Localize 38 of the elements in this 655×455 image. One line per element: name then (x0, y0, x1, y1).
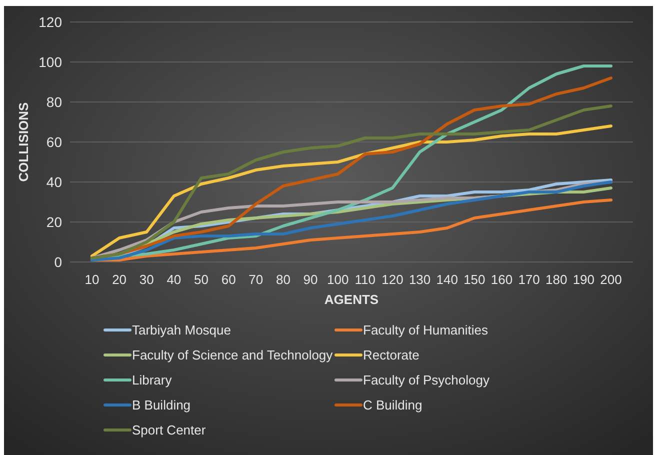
x-tick-label: 180 (546, 272, 568, 287)
x-tick-label: 190 (572, 272, 595, 287)
x-tick-label: 30 (139, 272, 154, 287)
legend-label: Faculty of Humanities (363, 322, 488, 338)
x-tick-label: 160 (490, 272, 513, 287)
x-tick-label: 70 (248, 272, 264, 287)
y-tick-label: 80 (46, 94, 62, 110)
legend-label: C Building (363, 398, 422, 413)
x-tick-label: 140 (436, 272, 458, 287)
legend-label: Faculty of Psychology (363, 372, 490, 388)
legend-label: Rectorate (363, 348, 420, 363)
x-tick-label: 60 (221, 272, 236, 287)
x-axis-title: AGENTS (324, 292, 379, 307)
x-tick-label: 10 (84, 272, 100, 287)
x-tick-label: 120 (382, 272, 404, 287)
y-tick-label: 120 (38, 14, 62, 30)
x-tick-label: 110 (354, 272, 376, 287)
x-tick-label: 90 (303, 272, 318, 287)
x-tick-label: 80 (276, 272, 290, 287)
y-tick-label: 20 (46, 214, 62, 230)
y-tick-label: 40 (46, 174, 62, 190)
x-tick-label: 130 (408, 272, 431, 287)
y-axis-title: COLLISIONS (16, 102, 31, 182)
legend-label: B Building (132, 398, 191, 413)
y-tick-label: 0 (54, 254, 62, 270)
y-tick-label: 100 (38, 54, 62, 70)
x-tick-label: 170 (518, 272, 540, 287)
x-tick-label: 200 (600, 272, 622, 287)
x-tick-label: 40 (166, 272, 182, 287)
legend-label: Faculty of Science and Technology (132, 348, 334, 363)
x-tick-label: 100 (326, 272, 349, 287)
x-tick-label: 50 (194, 272, 208, 287)
x-tick-label: 20 (112, 272, 127, 287)
legend-label: Sport Center (132, 422, 206, 438)
legend-label: Tarbiyah Mosque (132, 322, 231, 338)
x-tick-label: 150 (464, 272, 486, 287)
legend-label: Library (132, 372, 172, 388)
y-tick-label: 60 (46, 134, 62, 150)
